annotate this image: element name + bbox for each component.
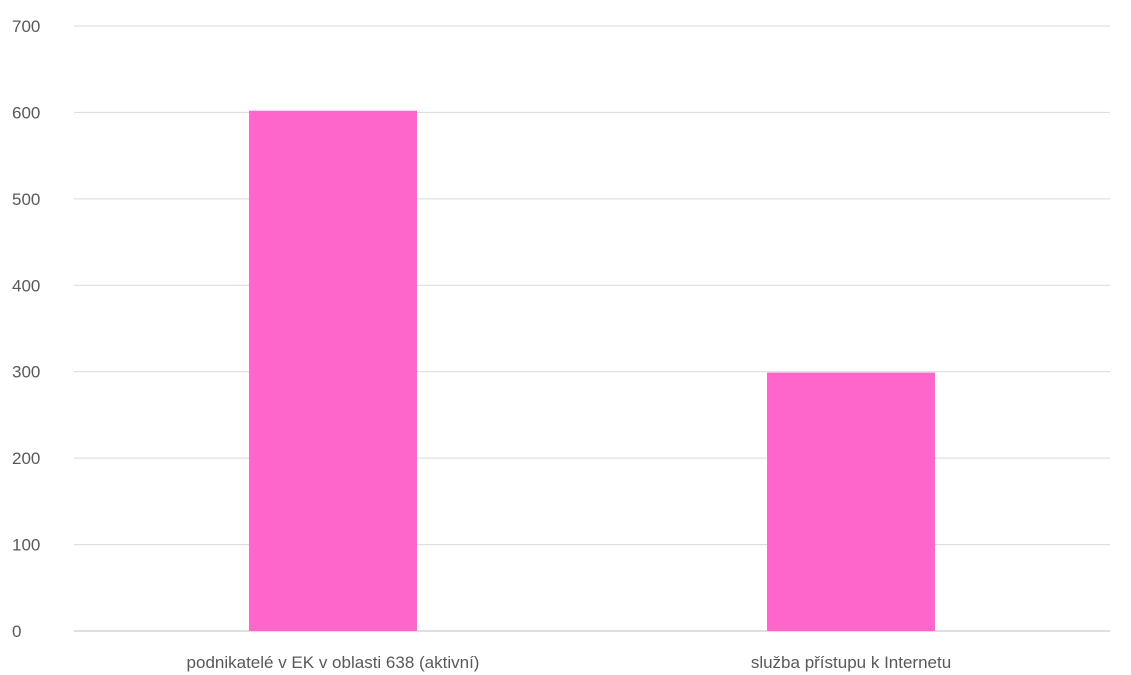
bars: [249, 110, 935, 631]
y-tick-label: 700: [12, 17, 40, 36]
y-tick-label: 0: [12, 622, 21, 641]
y-tick-label: 300: [12, 363, 40, 382]
bar-2: [767, 372, 935, 631]
y-tick-label: 600: [12, 103, 40, 122]
y-tick-label: 100: [12, 536, 40, 555]
x-axis-labels: podnikatelé v EK v oblasti 638 (aktivní)…: [187, 653, 952, 672]
x-category-label: služba přístupu k Internetu: [751, 653, 951, 672]
gridlines: [74, 25, 1110, 632]
bar-1: [249, 110, 417, 631]
y-tick-label: 500: [12, 190, 40, 209]
y-axis-ticks: 0 100 200 300 400 500 600 700: [12, 17, 40, 641]
y-tick-label: 200: [12, 449, 40, 468]
x-category-label: podnikatelé v EK v oblasti 638 (aktivní): [187, 653, 480, 672]
y-tick-label: 400: [12, 276, 40, 295]
